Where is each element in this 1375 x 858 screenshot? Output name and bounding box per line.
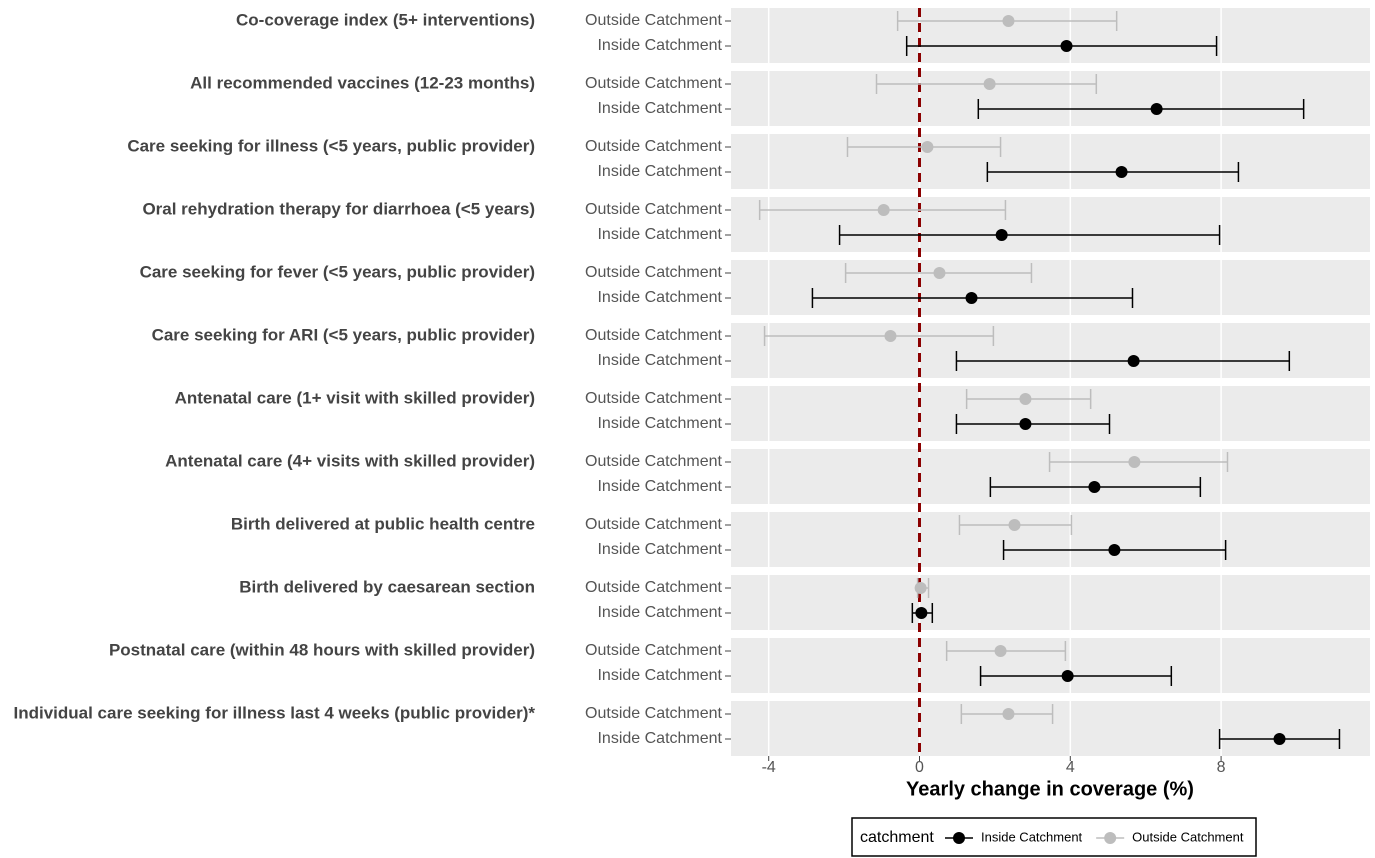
row-label: Inside Catchment [597,352,722,369]
row-label: Outside Catchment [585,264,723,281]
point [1002,15,1015,27]
category-label: Individual care seeking for illness last… [13,703,535,722]
legend-marker [1104,832,1117,844]
panel [731,512,1370,567]
point [1008,519,1021,531]
row-label: Outside Catchment [585,516,723,533]
panel [731,8,1370,63]
row-label: Outside Catchment [585,138,723,155]
panel [731,197,1370,252]
point [1273,733,1286,745]
row-label: Inside Catchment [597,415,722,432]
point [995,229,1008,241]
x-tick-label: 8 [1217,759,1226,776]
row-label: Inside Catchment [597,100,722,117]
point [1060,40,1073,52]
panel [731,638,1370,693]
row-label: Outside Catchment [585,75,723,92]
row-label: Outside Catchment [585,579,723,596]
point [1019,418,1032,430]
row-label: Outside Catchment [585,453,723,470]
point [1108,544,1121,556]
point [1002,708,1015,720]
point [921,141,934,153]
panel [731,449,1370,504]
panel [731,701,1370,756]
point [884,330,897,342]
row-label: Inside Catchment [597,37,722,54]
point [965,292,978,304]
category-label: Care seeking for fever (<5 years, public… [140,262,535,281]
point [1127,355,1140,367]
panel [731,386,1370,441]
row-label: Outside Catchment [585,327,723,344]
category-label: Postnatal care (within 48 hours with ski… [109,640,535,659]
panel [731,323,1370,378]
row-label: Inside Catchment [597,730,722,747]
point [877,204,890,216]
point [1150,103,1163,115]
panel [731,71,1370,126]
row-label: Inside Catchment [597,163,722,180]
row-label: Outside Catchment [585,12,723,29]
legend-marker [953,832,965,844]
category-label: Antenatal care (1+ visit with skilled pr… [175,388,535,407]
legend-label: Outside Catchment [1132,829,1244,844]
legend-box [851,817,1257,857]
row-label: Outside Catchment [585,642,723,659]
category-label: Care seeking for illness (<5 years, publ… [127,136,535,155]
x-tick-label: -4 [762,759,776,776]
panel [731,575,1370,630]
point [915,607,928,619]
point [933,267,946,279]
point [1088,481,1101,493]
category-label: Birth delivered at public health centre [231,514,535,533]
category-label: Care seeking for ARI (<5 years, public p… [152,325,535,344]
point [1115,166,1128,178]
panel [731,134,1370,189]
x-axis-title: Yearly change in coverage (%) [906,778,1194,800]
row-label: Inside Catchment [597,667,722,684]
x-tick-label: 4 [1066,759,1075,776]
category-label: All recommended vaccines (12-23 months) [190,73,535,92]
point [994,645,1007,657]
category-label: Antenatal care (4+ visits with skilled p… [165,451,535,470]
point [914,582,927,594]
category-label: Birth delivered by caesarean section [239,577,535,596]
row-label: Inside Catchment [597,604,722,621]
row-label: Outside Catchment [585,390,723,407]
category-label: Oral rehydration therapy for diarrhoea (… [142,199,535,218]
row-label: Inside Catchment [597,541,722,558]
point [1019,393,1032,405]
category-label: Co-coverage index (5+ interventions) [236,10,535,29]
point [1061,670,1074,682]
legend-title: catchment [860,829,934,846]
row-label: Outside Catchment [585,705,723,722]
x-tick-label: 0 [915,759,924,776]
point [983,78,996,90]
row-label: Inside Catchment [597,478,722,495]
legend-label: Inside Catchment [981,829,1083,844]
panel [731,260,1370,315]
point [1128,456,1141,468]
row-label: Inside Catchment [597,226,722,243]
row-label: Outside Catchment [585,201,723,218]
row-label: Inside Catchment [597,289,722,306]
